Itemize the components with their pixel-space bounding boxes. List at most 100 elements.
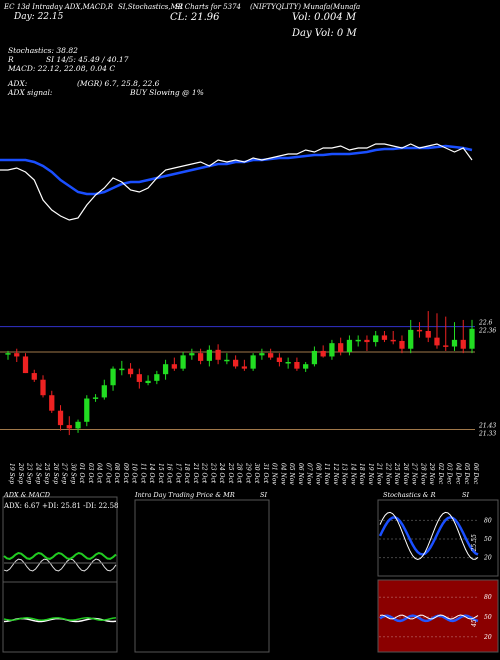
x-axis-label: 18 Oct (183, 463, 190, 484)
volume-value: Vol: 0.004 M (292, 12, 357, 23)
x-axis-label: 19 Sep (8, 463, 15, 484)
candle-body (110, 368, 116, 386)
candle-body (285, 362, 291, 364)
stochastics-panel-title: Stochastics & R (383, 491, 436, 499)
macd-readout: MACD: 22.12, 22.08, 0.04 C (8, 64, 116, 73)
candle-body (145, 380, 151, 384)
intraday-panel-frame (134, 499, 270, 653)
candle-body (408, 329, 414, 349)
candle-body (75, 421, 81, 429)
x-axis-label: 01 Nov (271, 463, 278, 485)
x-axis-label: 20 Sep (17, 462, 24, 484)
rsi-blue-line (379, 614, 479, 623)
candle-body (215, 349, 221, 360)
x-axis-label: 02 Dec (437, 463, 444, 485)
x-axis-label: 22 Nov (384, 462, 391, 485)
rsi-readout-label: R (8, 55, 14, 64)
stochastics-tick-label: 80 (484, 517, 492, 524)
adx-panel-frame (2, 496, 118, 653)
stochastics-panel-title-b: SI (462, 491, 470, 499)
x-axis-label: 30 Oct (253, 463, 260, 484)
stochastics-readout: Stochastics: 38.82 (8, 46, 78, 55)
stochastic-d-line (0, 144, 473, 196)
candle-body (259, 353, 265, 356)
rsi-tick-label: 80 (484, 594, 492, 601)
x-axis-label: 01 Oct (78, 463, 85, 484)
candle-body (14, 353, 20, 357)
rsi-white-line (379, 614, 479, 620)
candle-body (381, 335, 388, 340)
x-axis-label: 26 Nov (402, 462, 409, 485)
stochastic-line-chart (0, 143, 473, 221)
x-axis-label: 21 Oct (192, 462, 199, 484)
x-axis-label: 07 Oct (104, 463, 111, 484)
x-axis-label: 07 Nov (306, 463, 313, 485)
header-title-3: SI Charts for 5374 (175, 3, 241, 11)
candle-body (84, 398, 90, 422)
stochastics-value-label: 25.55 (471, 534, 478, 552)
adx-signal: BUY Slowing @ 1% (130, 88, 204, 97)
candle-body (189, 353, 195, 356)
candle-body (66, 425, 72, 429)
x-axis-label: 06 Nov (297, 463, 304, 485)
x-axis-label: 08 Nov (314, 463, 321, 485)
candle-body (303, 364, 309, 369)
x-axis-label: 04 Nov (279, 463, 286, 485)
x-axis-label: 29 Oct (244, 462, 251, 484)
rsi-readout: SI 14/5: 45.49 / 40.17 (46, 55, 129, 64)
price-level-lines (0, 326, 475, 431)
x-axis-label: 11 Nov (323, 463, 330, 485)
x-axis-label: 12 Nov (332, 463, 339, 485)
rsi-tick-label: 20 (483, 634, 492, 641)
candle-body (294, 362, 300, 369)
x-axis-label: 05 Nov (288, 463, 295, 485)
macd-signal-line (3, 617, 117, 621)
x-axis-label: 06 Dec (472, 463, 479, 485)
x-axis-label: 30 Sep (69, 463, 76, 484)
adx-panel-values: ADX: 6.67 +DI: 25.81 -DI: 22.58 (4, 502, 119, 510)
candle-body (31, 373, 37, 380)
x-axis-label: 16 Oct (166, 463, 173, 484)
candle-body (127, 368, 134, 375)
x-axis-label: 28 Oct (236, 462, 243, 484)
adx-di-plus-line (3, 551, 117, 560)
price-axis-label: 22.6 (478, 320, 493, 327)
candle-body (346, 339, 353, 353)
x-axis-label: 17 Oct (174, 463, 181, 484)
x-axis-label: 14 Oct (148, 463, 155, 484)
x-axis-label: 27 Nov (411, 462, 418, 485)
price-axis-label: 21.43 (478, 423, 496, 430)
candle-body (101, 385, 107, 398)
header-title-2: SI,Stochastics,MR (118, 3, 184, 11)
x-axis-label: 24 Oct (218, 462, 225, 484)
candle-body (329, 343, 335, 357)
stochastics-tick-label: 20 (483, 555, 492, 562)
candle-body (119, 368, 125, 371)
x-axis-label: 24 Sep (34, 462, 41, 484)
candle-body (171, 364, 177, 369)
candle-body (364, 339, 370, 343)
candle-body (180, 355, 186, 369)
day-label: Day: 22.15 (14, 12, 64, 22)
x-axis-label: 10 Oct (131, 463, 138, 484)
price-axis-label: 22.36 (478, 328, 496, 335)
rsi-value-label: 45 (471, 619, 478, 628)
candle-body (425, 331, 431, 338)
candle-body (250, 355, 256, 369)
candle-body (197, 353, 204, 361)
day-volume-value: Day Vol: 0 M (292, 28, 357, 39)
header-title-4: (NIFTYQLITY) Munafa(Munafa (250, 3, 361, 11)
stochastics-tick-label: 50 (484, 536, 492, 543)
x-axis-label: 25 Sep (43, 462, 50, 484)
candle-body (49, 395, 55, 411)
adx-readout: (MGR) 6.7, 25.8, 22.6 (77, 79, 160, 88)
x-axis-label: 08 Oct (113, 463, 120, 484)
candle-body (232, 359, 239, 367)
x-axis-label: 04 Oct (96, 463, 103, 484)
x-axis-label: 25 Oct (227, 462, 234, 484)
candle-body (40, 379, 46, 396)
x-axis-label: 22 Oct (201, 462, 208, 484)
x-axis-label: 23 Sep (26, 462, 33, 484)
